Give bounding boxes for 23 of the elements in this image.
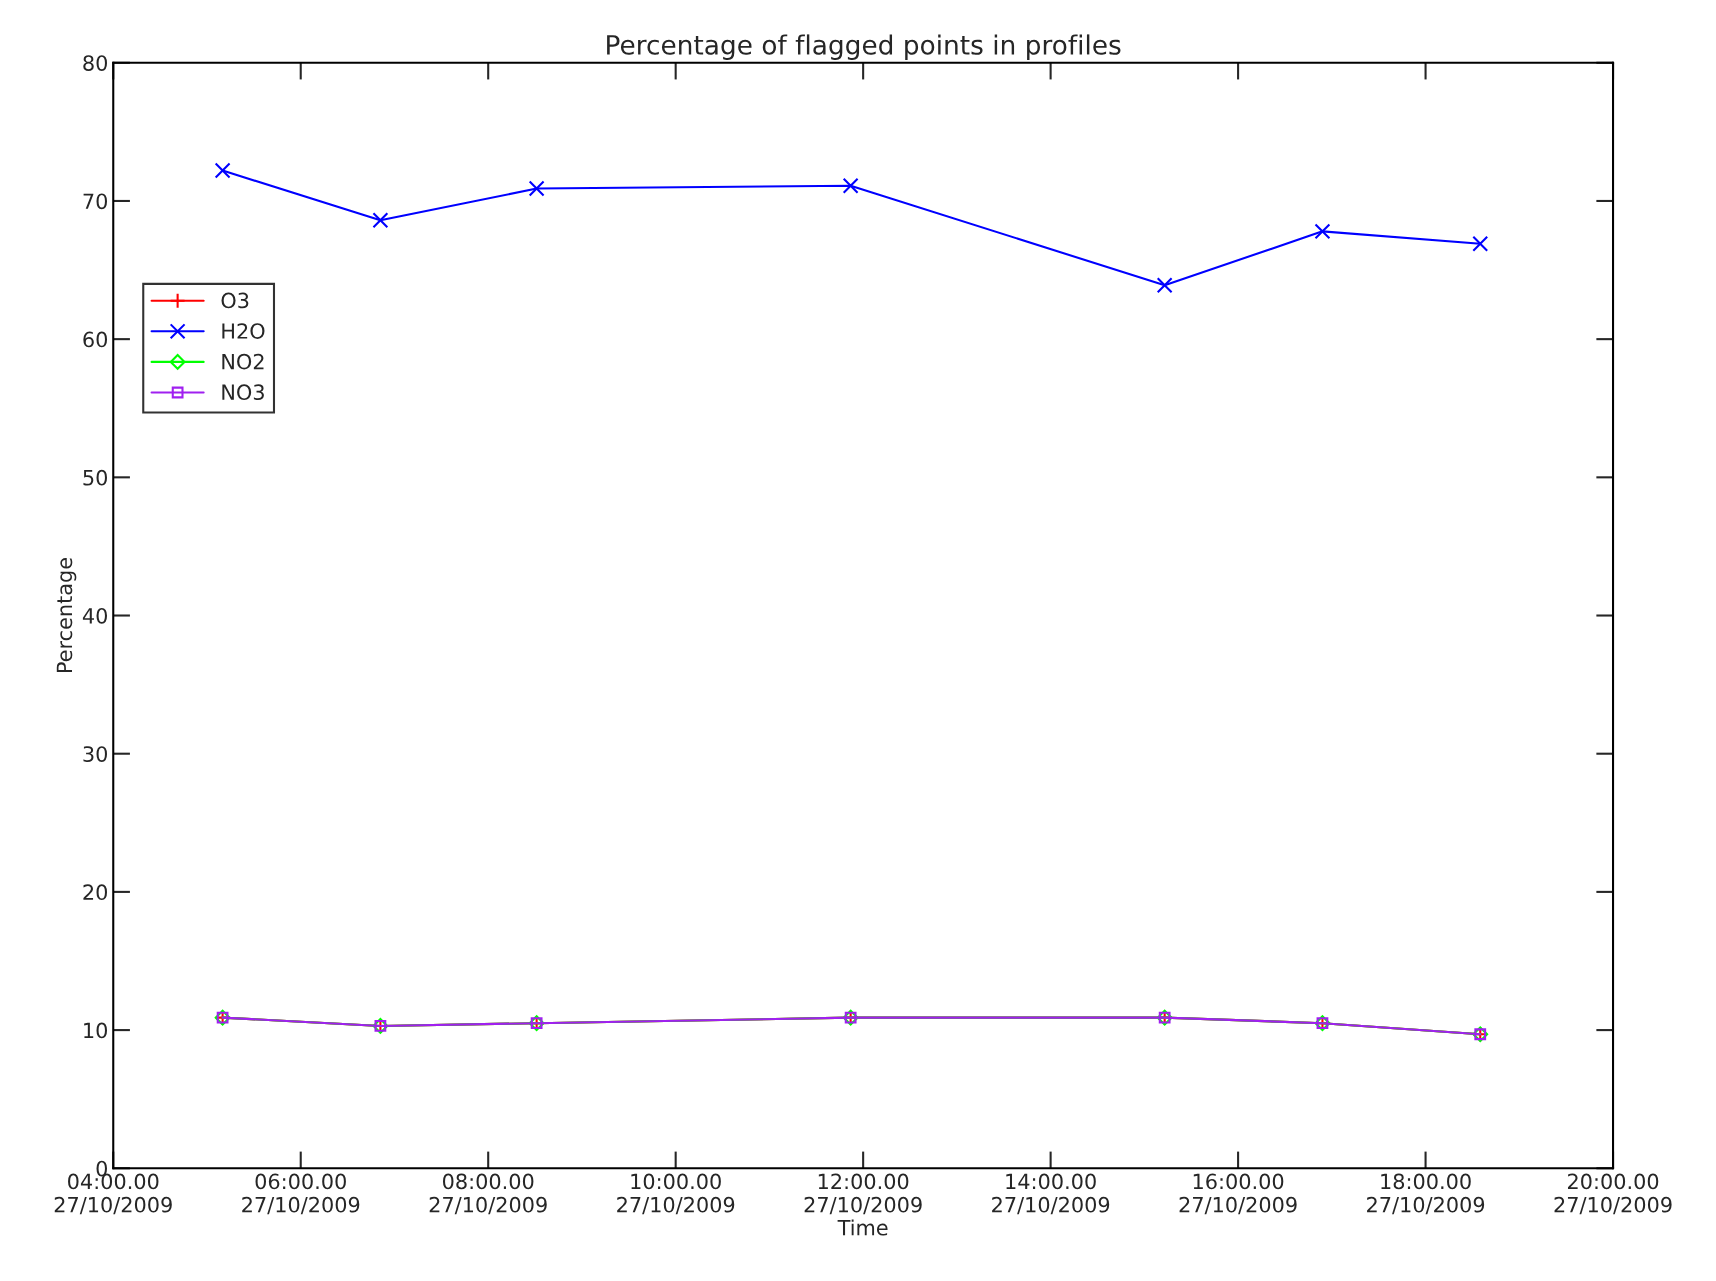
y-tick-label: 60 <box>83 331 108 348</box>
y-tick-label: 40 <box>82 607 108 624</box>
y-tick-label: 10 <box>84 1022 108 1039</box>
chart-title: Percentage of flagged points in profiles <box>607 34 1121 60</box>
x-tick-label: 18:00.00 27/10/2009 <box>1367 1173 1485 1215</box>
x-axis-title: Time <box>837 1219 888 1236</box>
legend-label: O3 <box>221 292 249 309</box>
x-tick-label: 12:00.00 27/10/2009 <box>804 1173 922 1215</box>
x-tick-label: 06:00.00 27/10/2009 <box>242 1173 360 1215</box>
x-tick-label: 20:00.00 27/10/2009 <box>1554 1173 1672 1215</box>
legend-label: NO3 <box>222 384 264 401</box>
x-tick-label: 16:00.00 27/10/2009 <box>1179 1173 1297 1215</box>
x-tick-label: 14:00.00 27/10/2009 <box>992 1173 1110 1215</box>
legend-label: NO2 <box>222 353 264 370</box>
y-tick-label: 50 <box>83 469 108 486</box>
x-tick-label: 10:00.00 27/10/2009 <box>617 1173 735 1215</box>
x-tick-label: 08:00.00 27/10/2009 <box>429 1173 547 1215</box>
y-tick-label: 80 <box>83 55 108 71</box>
y-tick-label: 30 <box>83 746 108 762</box>
y-axis-title: Percentage <box>56 558 77 673</box>
legend-label: H2O <box>222 323 265 339</box>
y-tick-label: 20 <box>83 884 108 901</box>
y-tick-label: 70 <box>83 193 108 210</box>
